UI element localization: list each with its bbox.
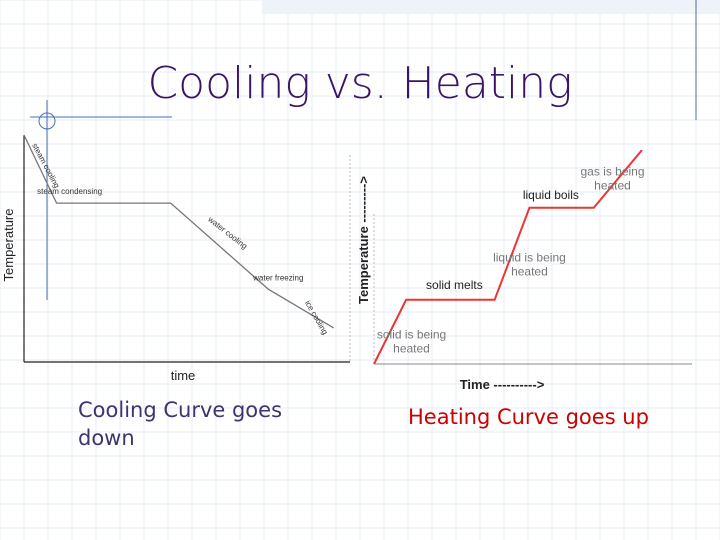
cooling-annotation: steam condensing [37,187,102,196]
cooling-annotation: water cooling [206,214,249,251]
heating-annotation: liquid boils [523,188,579,202]
heating-annotation: liquid is being heated [493,250,566,278]
cooling-curve-line [23,134,335,329]
cooling-annotation: water freezing [252,273,303,282]
top-right-corner-block [262,0,720,14]
heating-annotation: gas is being heated [580,165,644,193]
heating-curve-line [373,150,643,365]
heating-annotation: solid melts [426,278,483,292]
cooling-series-line [23,134,335,329]
cooling-x-axis-label: time [171,368,196,383]
cooling-y-axis-label: Temperature [1,209,16,282]
heating-axes [373,214,692,365]
accent-circle [38,112,56,130]
cooling-annotation: ice cooling [303,299,330,336]
cooling-axes [23,135,351,363]
heating-caption: Heating Curve goes up [408,405,649,429]
heating-curve-chart: solid is being heated solid melts liquid is… [356,150,692,392]
heating-annotations: solid is being heated solid melts liquid is… [377,165,645,356]
heating-x-axis-label: Time ----------> [460,377,545,392]
slide-title: Cooling vs. Heating [147,58,573,109]
cooling-annotation: steam cooling [30,142,61,190]
heating-y-axis-label: Temperature ---------> [356,176,371,304]
cooling-caption: Cooling Curve goes down [78,398,283,450]
heating-annotation: solid is being heated [377,327,446,355]
heating-series-line [373,150,643,365]
